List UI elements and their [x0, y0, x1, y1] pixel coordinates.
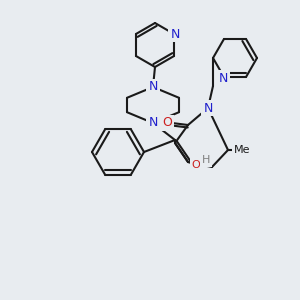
Text: O: O	[162, 116, 172, 130]
Text: H: H	[202, 155, 210, 165]
Text: N: N	[203, 101, 213, 115]
Text: N: N	[148, 80, 158, 94]
Text: Me: Me	[234, 145, 250, 155]
Text: O: O	[192, 160, 200, 170]
Text: N: N	[148, 116, 158, 130]
Text: N: N	[218, 72, 228, 85]
Text: N: N	[170, 28, 180, 40]
